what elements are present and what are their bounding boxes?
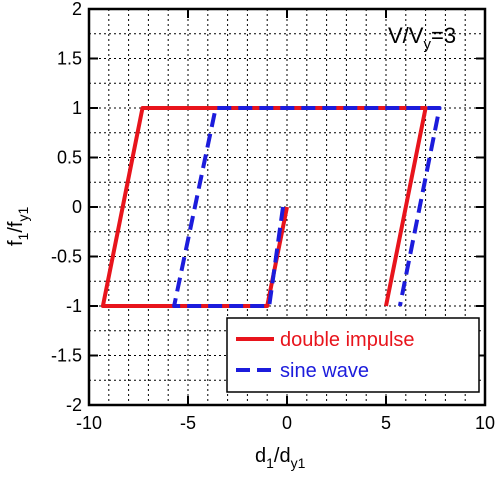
x-tick-label: -5	[180, 413, 196, 433]
x-label-sub2: y1	[291, 455, 306, 471]
tick-labels: -10 -5 0 5 10 -2 -1.5 -1 -0.5 0 0.5 1 1.5 2	[51, 0, 495, 433]
x-label-mid: /d	[274, 445, 291, 467]
legend-label-sine-wave: sine wave	[280, 360, 369, 382]
y-tick-label: 0	[72, 197, 82, 217]
annotation-main: V/V	[388, 23, 424, 48]
x-axis-label: d1/dy1	[255, 445, 306, 471]
ticks	[88, 8, 486, 406]
x-tick-label: 5	[381, 413, 391, 433]
y-label-sub2: y1	[15, 207, 31, 222]
y-tick-label: -0.5	[51, 247, 82, 267]
legend-box	[226, 317, 480, 393]
x-tick-label: 10	[475, 413, 495, 433]
annotation: V/Vy=3	[388, 23, 456, 53]
y-tick-label: -1.5	[51, 346, 82, 366]
x-label-sub1: 1	[266, 455, 274, 471]
series-line-sine-wave	[172, 106, 442, 308]
y-tick-label: -2	[66, 395, 82, 415]
annotation-sub: y	[423, 36, 431, 53]
x-tick-label: -10	[76, 413, 102, 433]
y-tick-label: 0.5	[57, 148, 82, 168]
y-axis-label: f1/fy1	[5, 207, 31, 246]
x-label-main: d	[255, 445, 266, 467]
x-tick-label: 0	[282, 413, 292, 433]
y-label-sub1: 1	[15, 232, 31, 240]
series-layer	[100, 106, 442, 308]
y-label-mid: /f	[5, 221, 27, 233]
annotation-suffix: =3	[431, 23, 456, 48]
legend: double impulse sine wave	[226, 317, 480, 393]
series-line-double-impulse	[100, 106, 428, 308]
legend-label-double-impulse: double impulse	[280, 329, 415, 351]
y-tick-label: 2	[72, 0, 82, 19]
y-tick-label: 1.5	[57, 49, 82, 69]
y-label-main: f	[5, 240, 27, 246]
y-tick-label: -1	[66, 296, 82, 316]
y-tick-label: 1	[72, 98, 82, 118]
